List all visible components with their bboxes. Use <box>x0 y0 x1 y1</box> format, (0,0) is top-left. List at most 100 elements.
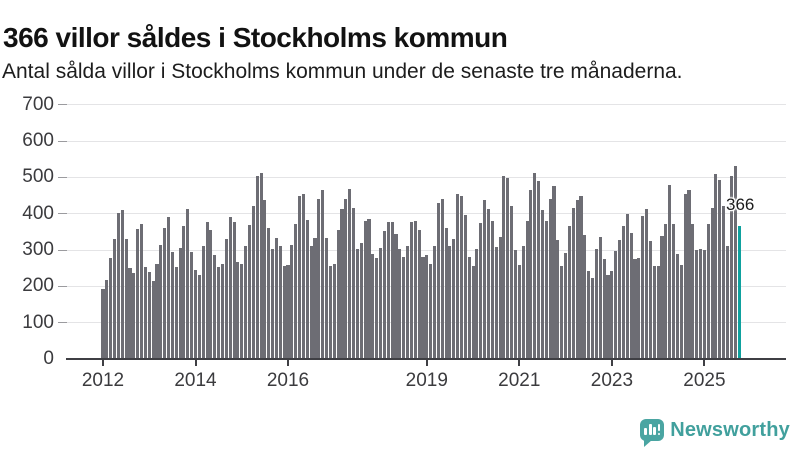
y-axis-tick <box>58 176 67 178</box>
bar <box>336 230 340 359</box>
bar <box>529 190 533 359</box>
bar <box>328 266 332 359</box>
bar <box>282 266 286 359</box>
logo-bar-icon <box>648 424 652 435</box>
highlighted-bar <box>737 226 741 359</box>
y-axis-label: 700 <box>22 93 54 115</box>
bar <box>706 223 710 359</box>
x-axis-line <box>66 358 786 360</box>
bar <box>317 198 321 359</box>
bar <box>271 249 275 359</box>
bar <box>413 221 417 359</box>
bar <box>575 199 579 359</box>
bar <box>217 267 221 359</box>
bar <box>213 254 217 359</box>
x-axis-label: 2016 <box>266 370 310 391</box>
x-axis-label: 2012 <box>81 370 125 391</box>
bar <box>298 196 302 359</box>
bar <box>479 222 483 359</box>
bar <box>471 266 475 359</box>
bar <box>166 216 171 359</box>
bar <box>205 221 209 359</box>
bar-chart: 0 100 200 300 400 500 600 700 2012 2014 2016 2019 2… <box>0 93 800 405</box>
bar <box>421 256 425 359</box>
logo-bar-icon <box>653 427 657 435</box>
bar <box>255 175 259 359</box>
bar <box>220 263 225 359</box>
bar <box>113 239 117 359</box>
y-axis-tick <box>58 140 67 142</box>
newsworthy-logo[interactable]: Newsworthy <box>640 416 790 447</box>
bar <box>544 220 548 359</box>
bar <box>352 208 356 359</box>
x-axis-label: 2021 <box>498 370 541 391</box>
bar <box>140 223 144 359</box>
bar <box>733 165 737 359</box>
bar <box>513 250 518 359</box>
x-axis-label: 2019 <box>405 370 448 391</box>
bar <box>552 186 556 359</box>
bar <box>321 190 325 359</box>
bar <box>502 175 506 359</box>
y-axis-label: 0 <box>43 348 54 369</box>
bar <box>498 237 502 359</box>
bar <box>695 250 699 359</box>
gridline <box>67 176 786 178</box>
bar <box>193 270 198 359</box>
bar <box>359 242 363 359</box>
bar <box>240 263 244 359</box>
bar <box>363 220 367 359</box>
bar <box>367 219 371 359</box>
bar <box>517 264 521 359</box>
y-axis-label: 400 <box>22 202 54 224</box>
bar <box>228 217 232 359</box>
bar <box>587 271 591 359</box>
bar <box>714 174 718 359</box>
bar <box>406 246 410 359</box>
logo-exclamation-icon <box>657 424 661 431</box>
x-axis-label: 2023 <box>590 370 634 391</box>
bar <box>606 275 610 359</box>
y-axis-label: 500 <box>22 166 54 188</box>
y-axis-tick <box>58 213 67 215</box>
bar <box>313 238 317 359</box>
bar <box>355 248 359 359</box>
bar <box>286 264 290 359</box>
logo-exclamation-dot-icon <box>657 432 661 435</box>
bar <box>486 209 491 359</box>
bar <box>483 200 487 359</box>
bar <box>452 239 456 359</box>
bar <box>467 257 471 359</box>
bar <box>710 208 714 359</box>
bar <box>436 202 440 359</box>
bar <box>525 220 529 359</box>
x-axis-tick <box>102 360 104 366</box>
bar <box>394 234 398 359</box>
bar <box>244 245 248 359</box>
bar <box>625 214 629 359</box>
y-axis-label: 200 <box>22 275 54 297</box>
bar <box>344 199 348 359</box>
bar <box>409 222 413 359</box>
y-axis-label: 100 <box>22 311 54 333</box>
bar <box>668 184 672 359</box>
bar <box>648 240 652 359</box>
bar <box>456 193 460 359</box>
y-axis-tick <box>58 249 67 251</box>
bar <box>325 238 329 359</box>
newsworthy-speech-bubble-chart-icon <box>640 419 665 447</box>
bar <box>594 248 598 359</box>
bar <box>448 246 452 359</box>
bar <box>109 258 113 359</box>
bar <box>116 212 120 359</box>
bar <box>182 226 186 359</box>
y-axis-tick <box>58 104 67 106</box>
bar <box>155 263 159 359</box>
bar <box>533 172 537 359</box>
bar <box>429 263 433 359</box>
x-axis-tick <box>518 360 521 366</box>
bar <box>128 268 132 359</box>
gridline <box>67 104 786 106</box>
bar <box>698 249 703 359</box>
